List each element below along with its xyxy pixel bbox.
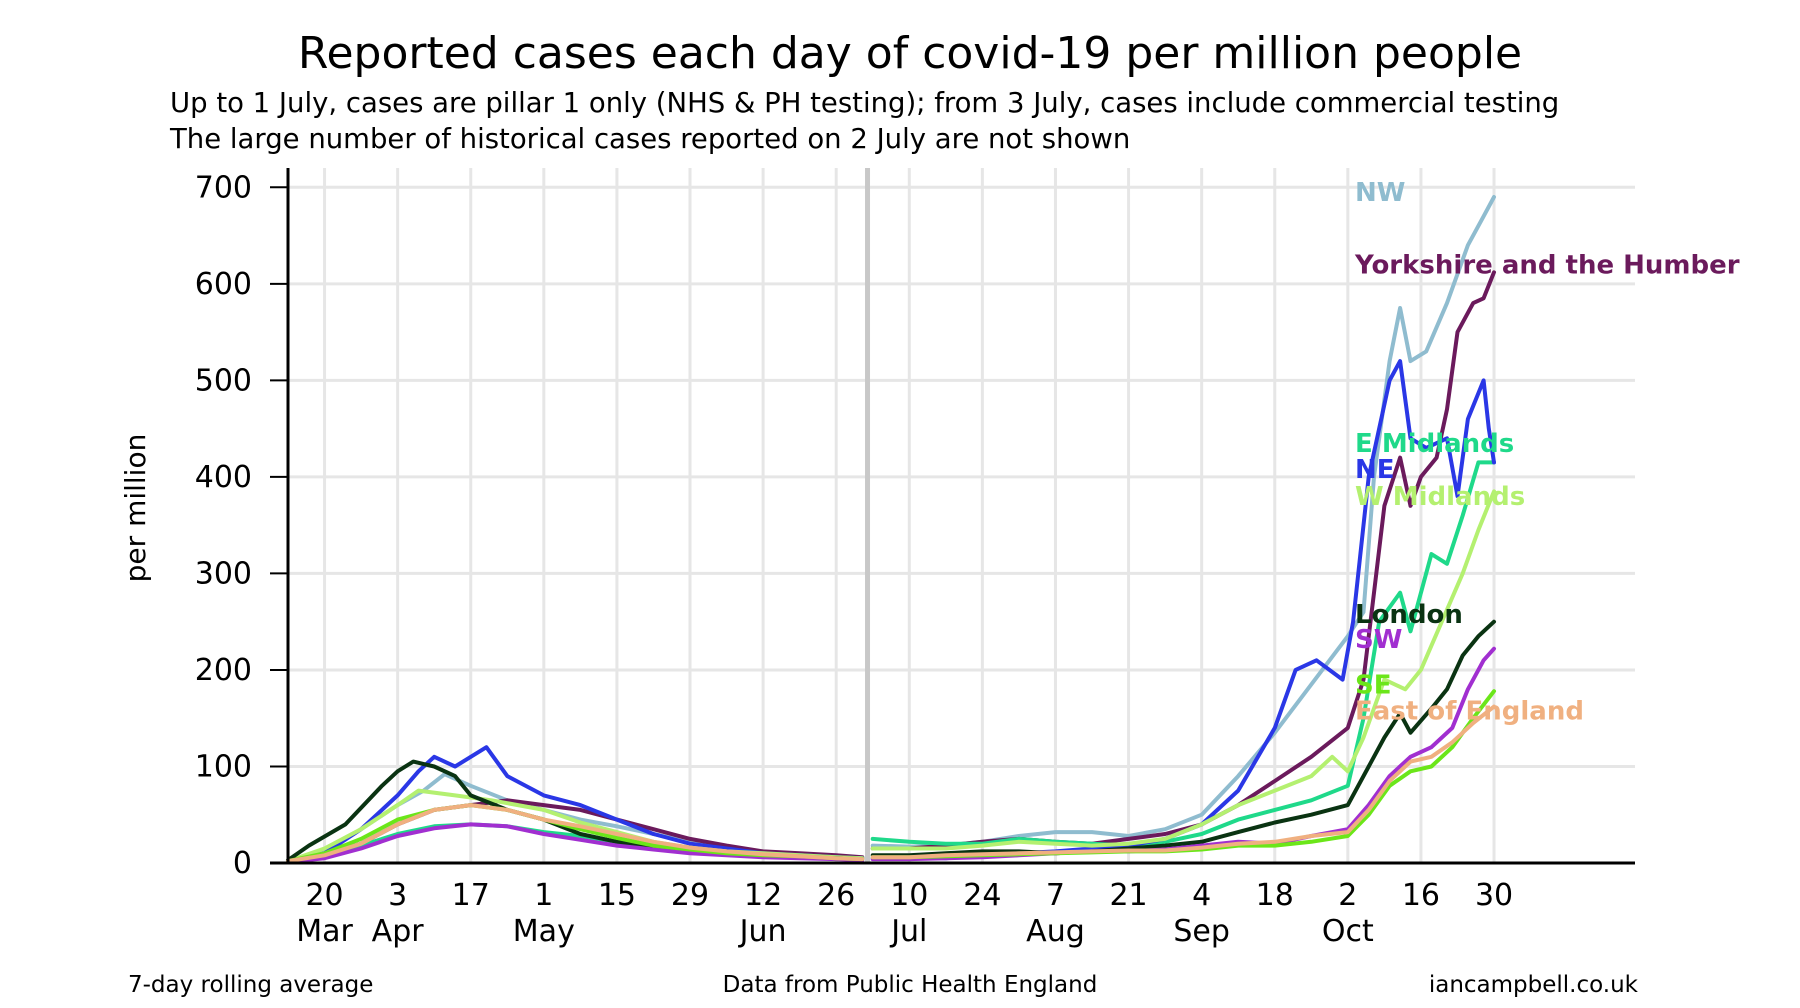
y-tick-label: 300 xyxy=(195,556,252,591)
x-tick-label: 20 xyxy=(305,878,343,913)
series-line-east-of-england xyxy=(870,704,1496,860)
chart-subtitle-line-1: Up to 1 July, cases are pillar 1 only (N… xyxy=(170,87,1559,119)
series-label: Yorkshire and the Humber xyxy=(1354,251,1740,281)
series-label: NW xyxy=(1355,178,1405,208)
series-label: East of England xyxy=(1355,696,1584,726)
plot-lines xyxy=(286,195,1496,864)
series-label: W Midlands xyxy=(1355,482,1525,512)
series-line-yorkshire-and-the-humber xyxy=(870,270,1496,851)
y-tick-label: 600 xyxy=(195,267,252,302)
y-tick-label: 400 xyxy=(195,460,252,495)
x-tick-label: 21 xyxy=(1109,878,1147,913)
series-label: London xyxy=(1355,600,1463,630)
y-tick-label: 500 xyxy=(195,363,252,398)
x-tick-label: 16 xyxy=(1402,878,1440,913)
axes xyxy=(270,168,1635,865)
x-tick-label: 3 xyxy=(388,878,407,913)
x-month-label: Aug xyxy=(1026,914,1085,949)
x-tick-label: 4 xyxy=(1192,878,1211,913)
x-tick-label: 18 xyxy=(1256,878,1294,913)
series-label: SW xyxy=(1355,625,1402,655)
x-month-label: May xyxy=(513,914,575,949)
series-line-e-midlands xyxy=(870,460,1496,848)
x-tick-label: 29 xyxy=(671,878,709,913)
x-month-label: Sep xyxy=(1173,914,1230,949)
series-line-east-of-england xyxy=(286,803,865,864)
x-month-label: Jul xyxy=(889,914,927,949)
series-line-london xyxy=(870,619,1496,858)
series-line-w-midlands xyxy=(870,489,1496,851)
series-label: SE xyxy=(1355,670,1392,700)
chart-subtitle-line-2: The large number of historical cases rep… xyxy=(169,123,1130,155)
chart-title: Reported cases each day of covid-19 per … xyxy=(298,28,1522,79)
x-tick-label: 15 xyxy=(598,878,636,913)
footer-center: Data from Public Health England xyxy=(723,972,1098,998)
x-tick-label: 24 xyxy=(963,878,1001,913)
y-tick-label: 200 xyxy=(195,653,252,688)
series-line-nw xyxy=(870,195,1496,849)
y-tick-label: 700 xyxy=(195,170,252,205)
y-tick-label: 0 xyxy=(233,846,252,881)
series-label: NE xyxy=(1355,455,1395,485)
x-tick-label: 26 xyxy=(817,878,855,913)
x-tick-label: 7 xyxy=(1046,878,1065,913)
y-tick-labels: 0 100 200 300 400 500 600 700 xyxy=(195,170,252,881)
series-label: E Midlands xyxy=(1355,429,1514,459)
y-tick-label: 100 xyxy=(195,749,252,784)
x-tick-label: 10 xyxy=(890,878,928,913)
x-month-label: Apr xyxy=(372,914,425,949)
x-month-label: Mar xyxy=(296,914,353,949)
series-labels: NW Yorkshire and the Humber E MidlandsNEW … xyxy=(1354,178,1740,726)
x-month-label: Oct xyxy=(1322,914,1374,949)
x-tick-label: 2 xyxy=(1338,878,1357,913)
x-tick-label: 30 xyxy=(1475,878,1513,913)
x-month-label: Jun xyxy=(738,914,787,949)
footer-right: iancampbell.co.uk xyxy=(1429,972,1639,998)
y-axis-label: per million xyxy=(119,434,152,583)
footer-left: 7-day rolling average xyxy=(128,972,373,998)
x-tick-label: 12 xyxy=(744,878,782,913)
x-tick-label: 1 xyxy=(534,878,553,913)
x-tick-label: 17 xyxy=(452,878,490,913)
